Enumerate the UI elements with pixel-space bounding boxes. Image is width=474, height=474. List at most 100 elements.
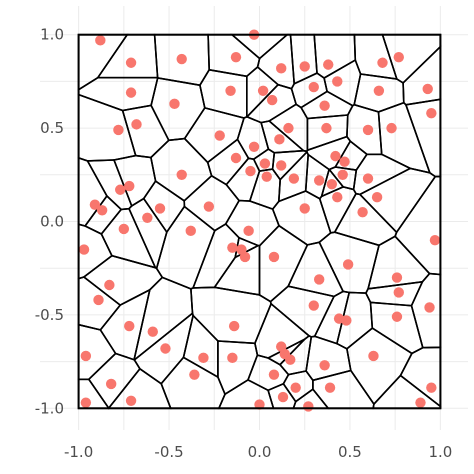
- y-tick-label: 0.0: [40, 213, 64, 231]
- data-point: [313, 274, 325, 285]
- data-point: [362, 173, 374, 184]
- data-point: [368, 350, 379, 362]
- voronoi-cell: [112, 154, 157, 208]
- data-point: [154, 203, 166, 214]
- data-point: [276, 63, 287, 74]
- data-point: [299, 203, 310, 214]
- data-point: [203, 201, 215, 212]
- data-point: [393, 287, 404, 298]
- x-tick-label: 0.5: [338, 443, 362, 461]
- x-axis-tick-labels: -1.0 -0.5 0.0 0.5 1.0: [64, 443, 452, 461]
- data-point: [393, 51, 404, 63]
- data-points: [78, 29, 441, 412]
- data-point: [326, 178, 338, 190]
- data-point: [268, 369, 280, 380]
- data-point: [124, 320, 135, 332]
- data-point: [131, 119, 142, 130]
- data-point: [332, 192, 343, 203]
- data-point: [80, 397, 92, 408]
- data-point: [227, 242, 238, 253]
- data-point: [80, 350, 92, 362]
- data-point: [261, 171, 272, 182]
- voronoi-cell: [160, 356, 226, 410]
- voronoi-cell: [225, 157, 261, 202]
- data-point: [373, 85, 385, 96]
- voronoi-cell: [213, 244, 261, 296]
- x-tick-label: 0.0: [248, 443, 272, 461]
- voronoi-cell: [121, 104, 170, 159]
- data-point: [228, 320, 240, 332]
- data-point: [104, 279, 115, 291]
- data-point: [125, 395, 137, 406]
- data-point: [257, 85, 269, 96]
- data-point: [332, 76, 343, 87]
- data-point: [303, 401, 314, 412]
- data-point: [342, 259, 354, 270]
- data-point: [266, 94, 278, 106]
- data-point: [185, 225, 196, 237]
- data-point: [93, 294, 104, 306]
- voronoi-cell: [96, 33, 159, 79]
- data-point: [268, 251, 280, 263]
- data-point: [386, 122, 397, 134]
- x-tick-label: 1.0: [428, 443, 452, 461]
- data-point: [245, 165, 256, 177]
- data-point: [319, 100, 330, 111]
- data-point: [277, 391, 289, 403]
- data-point: [391, 311, 403, 322]
- voronoi-cell: [236, 116, 270, 161]
- data-point: [377, 57, 388, 68]
- data-point: [259, 158, 271, 169]
- data-point: [176, 169, 187, 181]
- data-point: [254, 399, 265, 410]
- data-point: [323, 59, 334, 70]
- data-point: [124, 180, 135, 192]
- data-point: [142, 212, 153, 223]
- voronoi-cell: [271, 190, 332, 246]
- data-point: [214, 130, 225, 141]
- data-point: [239, 251, 251, 263]
- y-axis-tick-labels: -1.0 -0.5 0.0 0.5 1.0: [35, 26, 64, 418]
- data-point: [321, 122, 332, 134]
- data-point: [324, 382, 336, 393]
- voronoi-cell: [346, 327, 413, 406]
- data-point: [426, 107, 437, 119]
- data-point: [429, 234, 441, 246]
- data-point: [283, 122, 294, 134]
- voronoi-cell: [150, 76, 206, 142]
- voronoi-cell: [394, 175, 442, 276]
- voronoi-cell: [107, 367, 172, 410]
- data-point: [230, 51, 242, 63]
- data-point: [341, 315, 352, 326]
- data-point: [89, 199, 101, 210]
- voronoi-cell: [199, 68, 248, 119]
- data-point: [95, 35, 106, 46]
- data-point: [125, 57, 137, 68]
- data-point: [115, 184, 126, 195]
- data-point: [290, 382, 301, 393]
- data-point: [118, 223, 130, 235]
- data-point: [337, 169, 348, 181]
- data-point: [227, 352, 238, 364]
- data-point: [248, 141, 260, 152]
- data-point: [319, 360, 330, 371]
- data-point: [288, 173, 300, 184]
- y-tick-label: 0.5: [40, 119, 64, 137]
- data-point: [330, 150, 341, 162]
- voronoi-cell: [155, 205, 216, 290]
- data-point: [230, 152, 242, 164]
- panel-border: [77, 33, 442, 410]
- voronoi-cell: [333, 192, 398, 247]
- data-point: [243, 225, 254, 237]
- data-point: [169, 98, 180, 110]
- data-point: [371, 192, 383, 203]
- data-point: [422, 83, 433, 95]
- data-point: [339, 156, 350, 167]
- data-point: [176, 53, 187, 65]
- data-point: [285, 354, 296, 365]
- data-point: [276, 160, 287, 171]
- data-point: [147, 326, 158, 337]
- voronoi-cell: [402, 44, 442, 106]
- x-tick-label: -1.0: [64, 443, 93, 461]
